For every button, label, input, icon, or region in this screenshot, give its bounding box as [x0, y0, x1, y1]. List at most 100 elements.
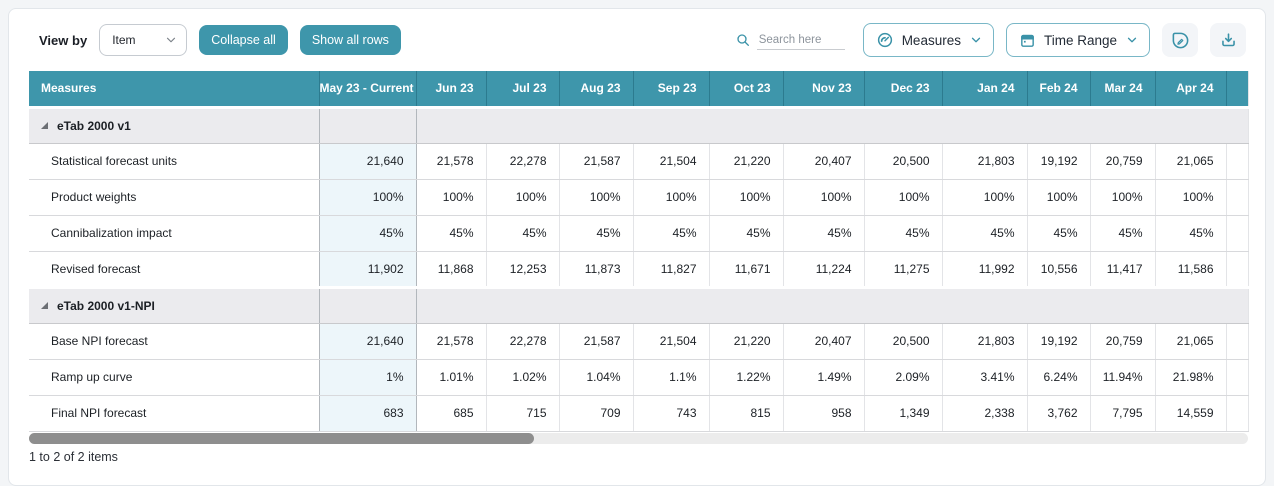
column-header-month[interactable]: Jan 24 [942, 71, 1028, 107]
value-cell[interactable]: 12,253 [485, 251, 559, 288]
value-cell[interactable]: 100% [318, 179, 417, 216]
value-cell[interactable]: 11,902 [318, 251, 417, 288]
value-cell[interactable]: 1.02% [485, 359, 559, 396]
value-cell[interactable]: 100% [1154, 179, 1226, 216]
value-cell[interactable]: 45% [632, 215, 709, 252]
value-cell[interactable]: 11,224 [782, 251, 864, 288]
download-button[interactable] [1210, 23, 1246, 57]
value-cell[interactable]: 21,578 [415, 323, 486, 360]
column-header-month[interactable]: Jun 23 [416, 71, 487, 107]
measures-dropdown-button[interactable]: Measures [862, 23, 994, 57]
value-cell[interactable]: 11,827 [632, 251, 709, 288]
value-cell[interactable]: 21,803 [941, 143, 1027, 180]
value-cell[interactable]: 45% [1026, 215, 1090, 252]
value-cell[interactable]: 21,640 [318, 143, 417, 180]
column-header-measures[interactable]: Measures [29, 71, 320, 107]
value-cell[interactable]: 45% [318, 215, 417, 252]
value-cell[interactable]: 11,417 [1089, 251, 1155, 288]
value-cell[interactable]: 100% [632, 179, 709, 216]
search-input[interactable] [756, 30, 845, 50]
column-header-month[interactable]: Feb 24 [1027, 71, 1091, 107]
value-cell[interactable]: 21.98% [1154, 359, 1226, 396]
value-cell[interactable]: 20,759 [1089, 323, 1155, 360]
value-cell[interactable]: 7,795 [1089, 395, 1155, 432]
value-cell[interactable]: 21,803 [941, 323, 1027, 360]
column-header-month[interactable]: Jul 23 [486, 71, 560, 107]
value-cell[interactable]: 100% [941, 179, 1027, 216]
value-cell[interactable]: 1% [318, 359, 417, 396]
value-cell[interactable]: 100% [558, 179, 633, 216]
value-cell[interactable]: 45% [1154, 215, 1226, 252]
value-cell[interactable]: 100% [485, 179, 559, 216]
column-header-month[interactable]: Mar 24 [1090, 71, 1156, 107]
value-cell[interactable]: 20,500 [863, 143, 942, 180]
value-cell[interactable]: 45% [558, 215, 633, 252]
value-cell[interactable]: 1.04% [558, 359, 633, 396]
value-cell[interactable]: 19,192 [1026, 143, 1090, 180]
value-cell[interactable]: 21,587 [558, 323, 633, 360]
value-cell[interactable]: 11,992 [941, 251, 1027, 288]
column-header-month[interactable]: Nov 23 [783, 71, 865, 107]
group-label-cell[interactable]: eTab 2000 v1-NPI [29, 285, 319, 324]
value-cell[interactable]: 1.49% [782, 359, 864, 396]
value-cell[interactable]: 21,065 [1154, 323, 1226, 360]
value-cell[interactable]: 958 [782, 395, 864, 432]
value-cell[interactable]: 683 [318, 395, 417, 432]
column-header-month[interactable]: Dec 23 [864, 71, 943, 107]
value-cell[interactable]: 3,762 [1026, 395, 1090, 432]
value-cell[interactable]: 6.24% [1026, 359, 1090, 396]
group-label-cell[interactable]: eTab 2000 v1 [29, 105, 319, 144]
value-cell[interactable]: 100% [415, 179, 486, 216]
value-cell[interactable]: 2,338 [941, 395, 1027, 432]
value-cell[interactable]: 2.09% [863, 359, 942, 396]
view-by-dropdown[interactable]: Item [99, 24, 188, 56]
value-cell[interactable]: 100% [1026, 179, 1090, 216]
value-cell[interactable]: 21,220 [708, 143, 783, 180]
value-cell[interactable]: 1.22% [708, 359, 783, 396]
value-cell[interactable]: 100% [782, 179, 864, 216]
value-cell[interactable]: 1.01% [415, 359, 486, 396]
value-cell[interactable]: 14,559 [1154, 395, 1226, 432]
value-cell[interactable]: 11,275 [863, 251, 942, 288]
value-cell[interactable]: 21,065 [1154, 143, 1226, 180]
value-cell[interactable]: 11,873 [558, 251, 633, 288]
value-cell[interactable]: 11.94% [1089, 359, 1155, 396]
value-cell[interactable]: 20,500 [863, 323, 942, 360]
group-row[interactable]: eTab 2000 v1-NPI [29, 285, 1248, 324]
value-cell[interactable]: 11,586 [1154, 251, 1226, 288]
value-cell[interactable]: 21,640 [318, 323, 417, 360]
column-header-month[interactable]: Apr 24 [1155, 71, 1227, 107]
value-cell[interactable]: 20,407 [782, 323, 864, 360]
value-cell[interactable]: 100% [1089, 179, 1155, 216]
value-cell[interactable]: 1,349 [863, 395, 942, 432]
collapse-all-button[interactable]: Collapse all [199, 25, 288, 55]
value-cell[interactable]: 100% [708, 179, 783, 216]
value-cell[interactable]: 3.41% [941, 359, 1027, 396]
value-cell[interactable]: 20,759 [1089, 143, 1155, 180]
time-range-dropdown-button[interactable]: Time Range [1005, 23, 1150, 57]
column-header-month[interactable]: Sep 23 [633, 71, 710, 107]
value-cell[interactable]: 45% [1089, 215, 1155, 252]
value-cell[interactable]: 21,504 [632, 323, 709, 360]
value-cell[interactable]: 10,556 [1026, 251, 1090, 288]
value-cell[interactable]: 20,407 [782, 143, 864, 180]
value-cell[interactable]: 100% [863, 179, 942, 216]
value-cell[interactable]: 21,220 [708, 323, 783, 360]
show-all-rows-button[interactable]: Show all rows [299, 25, 401, 55]
value-cell[interactable]: 45% [863, 215, 942, 252]
value-cell[interactable]: 743 [632, 395, 709, 432]
value-cell[interactable]: 22,278 [485, 323, 559, 360]
value-cell[interactable]: 21,587 [558, 143, 633, 180]
value-cell[interactable]: 685 [415, 395, 486, 432]
value-cell[interactable]: 21,578 [415, 143, 486, 180]
value-cell[interactable]: 45% [782, 215, 864, 252]
value-cell[interactable]: 45% [415, 215, 486, 252]
edit-mode-button[interactable] [1162, 23, 1198, 57]
value-cell[interactable]: 715 [485, 395, 559, 432]
column-header-month[interactable]: Oct 23 [709, 71, 784, 107]
value-cell[interactable]: 21,504 [632, 143, 709, 180]
horizontal-scrollbar[interactable] [29, 432, 1248, 444]
group-row[interactable]: eTab 2000 v1 [29, 105, 1248, 144]
value-cell[interactable]: 11,868 [415, 251, 486, 288]
value-cell[interactable]: 19,192 [1026, 323, 1090, 360]
